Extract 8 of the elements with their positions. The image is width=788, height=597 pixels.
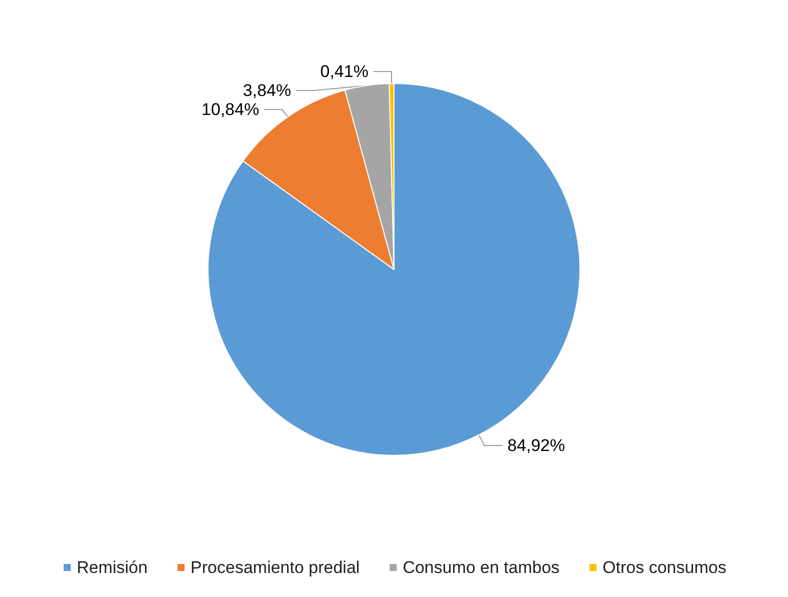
data-label: 10,84% bbox=[202, 100, 260, 120]
legend-label: Remisión bbox=[76, 558, 148, 577]
legend-label: Procesamiento predial bbox=[190, 558, 360, 577]
legend-label: Consumo en tambos bbox=[402, 558, 560, 577]
legend-label: Otros consumos bbox=[602, 558, 726, 577]
data-label: 84,92% bbox=[507, 436, 566, 456]
data-label: 3,84% bbox=[242, 81, 292, 100]
data-label: 0,41% bbox=[320, 62, 368, 82]
